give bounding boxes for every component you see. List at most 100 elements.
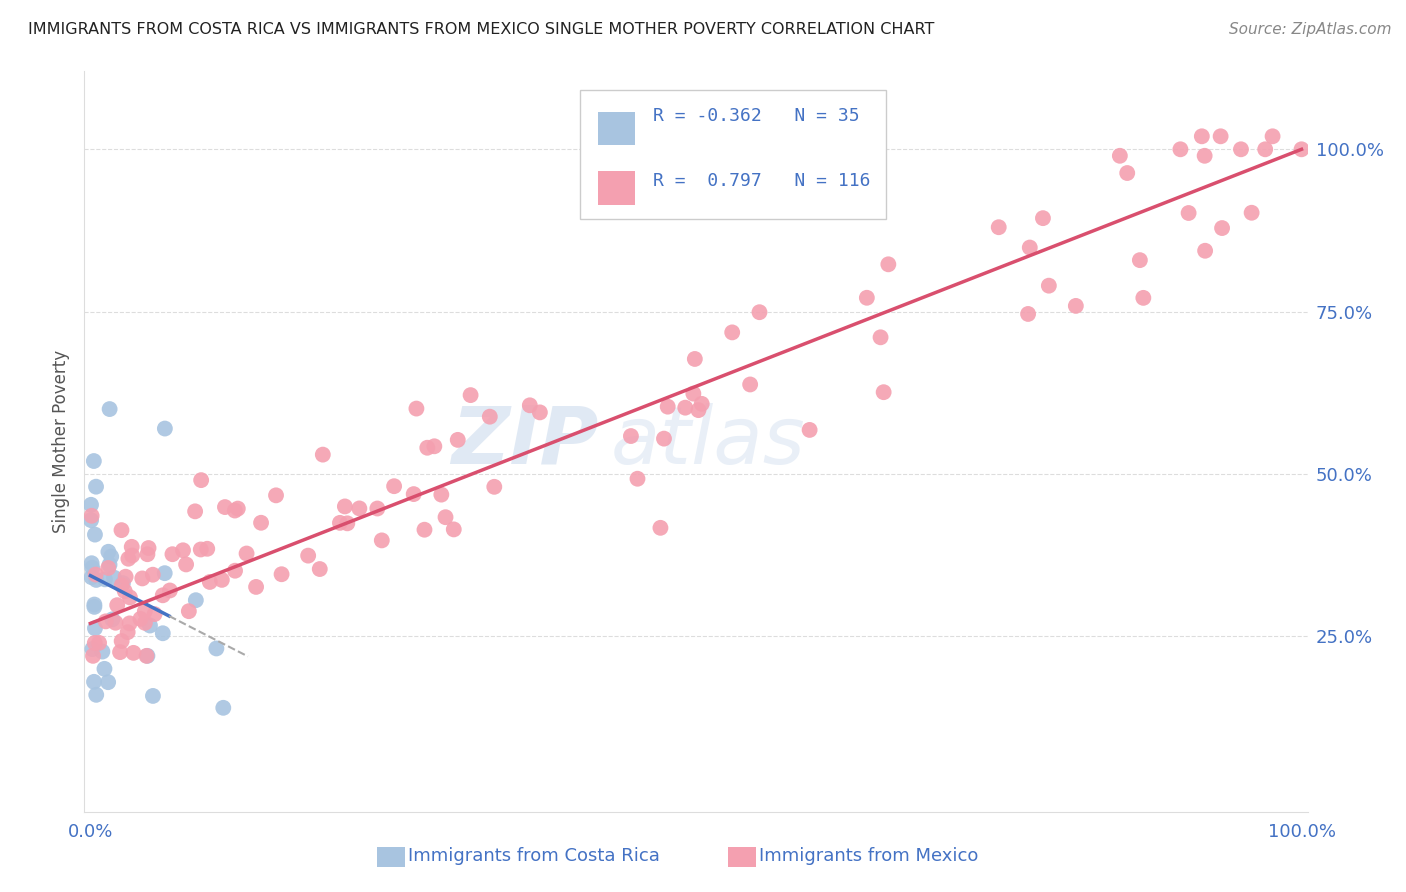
Point	[80, 570, 103, 584]
Point	[212, 701, 235, 715]
Point	[690, 397, 713, 411]
Point	[190, 542, 212, 557]
Text: atlas: atlas	[610, 402, 806, 481]
Point	[142, 689, 165, 703]
Point	[382, 479, 405, 493]
Point	[650, 521, 672, 535]
Point	[224, 503, 246, 517]
Point	[1032, 211, 1054, 226]
Point	[103, 571, 125, 585]
Point	[162, 547, 184, 561]
Point	[987, 220, 1010, 235]
Point	[1240, 206, 1263, 220]
Point	[87, 636, 110, 650]
Point	[416, 441, 439, 455]
Point	[172, 543, 194, 558]
Point	[117, 625, 139, 640]
Point	[430, 488, 453, 502]
Point	[336, 516, 359, 531]
Point	[136, 648, 159, 663]
Point	[1177, 206, 1199, 220]
Point	[121, 540, 143, 554]
Point	[402, 487, 425, 501]
Point	[136, 547, 159, 561]
Point	[110, 523, 132, 537]
Point	[264, 488, 287, 502]
Point	[104, 615, 127, 630]
Point	[308, 562, 330, 576]
Point	[118, 616, 141, 631]
Point	[84, 621, 107, 635]
Point	[101, 612, 124, 626]
Point	[83, 598, 105, 612]
Point	[111, 576, 134, 591]
Point	[349, 501, 371, 516]
Y-axis label: Single Mother Poverty: Single Mother Poverty	[52, 350, 70, 533]
Point	[142, 567, 165, 582]
FancyBboxPatch shape	[579, 90, 886, 219]
Point	[152, 588, 174, 602]
Point	[434, 510, 457, 524]
Point	[84, 527, 107, 541]
Point	[224, 564, 246, 578]
Point	[94, 615, 117, 629]
Point	[122, 646, 145, 660]
Point	[198, 574, 221, 589]
Point	[371, 533, 394, 548]
Point	[877, 257, 900, 271]
Point	[460, 388, 482, 402]
Point	[80, 508, 103, 523]
Point	[211, 573, 233, 587]
Point	[184, 504, 207, 518]
Point	[91, 644, 114, 658]
Point	[1194, 149, 1216, 163]
Point	[195, 541, 218, 556]
Text: Immigrants from Mexico: Immigrants from Mexico	[759, 847, 979, 865]
Point	[657, 400, 679, 414]
Point	[98, 558, 121, 572]
Point	[1132, 291, 1154, 305]
Point	[1170, 142, 1192, 156]
Point	[135, 648, 157, 663]
Point	[83, 674, 105, 689]
Point	[129, 612, 152, 626]
Point	[688, 403, 710, 417]
Point	[139, 618, 162, 632]
Point	[93, 662, 115, 676]
Point	[250, 516, 273, 530]
Point	[1064, 299, 1087, 313]
FancyBboxPatch shape	[598, 171, 636, 204]
Point	[143, 607, 166, 621]
Point	[80, 498, 103, 512]
Point	[333, 500, 356, 514]
Point	[1254, 142, 1277, 156]
Point	[105, 598, 128, 612]
Text: Immigrants from Costa Rica: Immigrants from Costa Rica	[408, 847, 659, 865]
Point	[626, 472, 648, 486]
Point	[1129, 253, 1152, 268]
Point	[153, 566, 176, 581]
Point	[484, 480, 506, 494]
Point	[297, 549, 319, 563]
Point	[519, 398, 541, 412]
Point	[98, 402, 121, 417]
Point	[443, 522, 465, 536]
Point	[83, 454, 105, 468]
Point	[80, 513, 103, 527]
Point	[134, 615, 156, 630]
Point	[84, 480, 107, 494]
Point	[856, 291, 879, 305]
Point	[214, 500, 236, 514]
Point	[1194, 244, 1216, 258]
Point	[312, 448, 335, 462]
Point	[138, 541, 160, 555]
Point	[652, 432, 675, 446]
Point	[748, 305, 770, 319]
Point	[84, 573, 107, 587]
Point	[1291, 142, 1313, 156]
Point	[245, 580, 267, 594]
Point	[153, 421, 176, 435]
Point	[82, 648, 104, 663]
Point	[100, 549, 122, 564]
Point	[1211, 221, 1233, 235]
